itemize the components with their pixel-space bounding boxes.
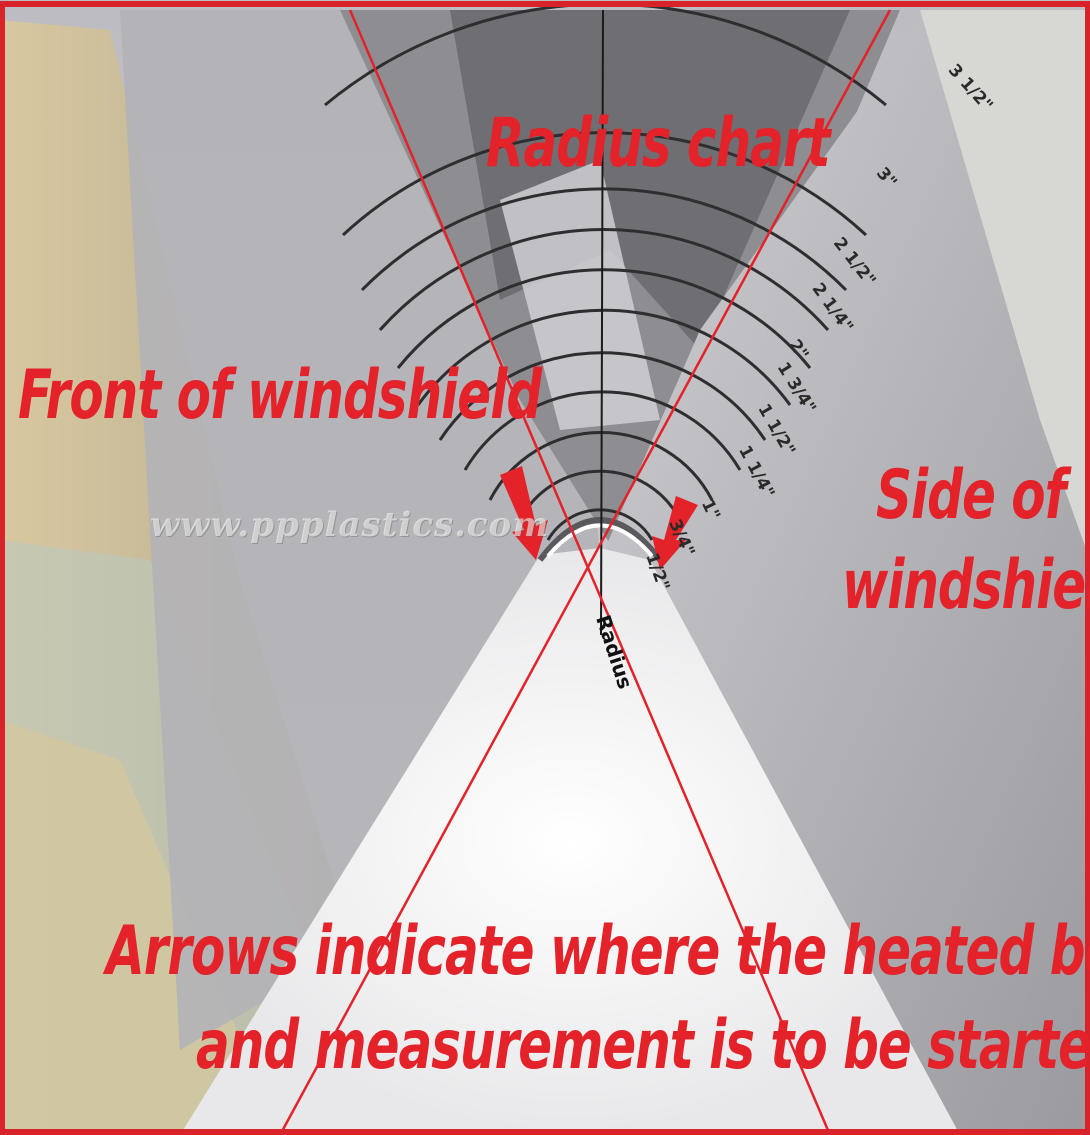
bend-inner [546,523,654,558]
upper-light-wedge [500,160,660,430]
caption-line2: and measurement is to be started! [196,1006,1090,1085]
title-radius-chart: Radius chart [486,104,830,183]
center-line [600,9,604,636]
bright-panel [180,548,960,1135]
red-guides [278,9,892,1135]
right-arrow [652,496,698,570]
label-front-of-windshield: Front of windshield [18,356,542,435]
label-side-line1: Side of [876,456,1066,535]
side-sheet [600,10,1090,1135]
label-side-line2: windshield [842,546,1090,625]
wall-right [920,10,1090,560]
bend-curve [537,517,663,562]
watermark: www.ppplastics.com [150,505,550,545]
caption-line1: Arrows indicate where the heated bend en… [106,912,1090,991]
left-arrow [500,466,548,560]
